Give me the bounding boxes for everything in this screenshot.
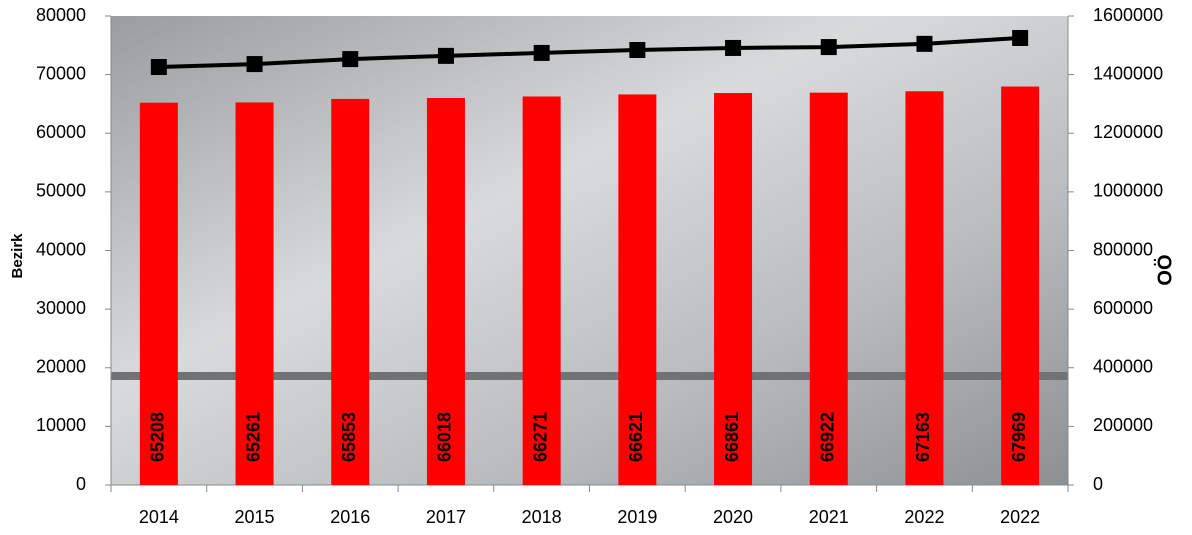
- x-tick-label: 2014: [139, 507, 179, 527]
- y-tick-label: 40000: [36, 239, 86, 259]
- bar: [905, 91, 944, 486]
- y-tick-label: 60000: [36, 122, 86, 142]
- bar-value-label: 65853: [339, 412, 359, 462]
- line-marker: [725, 39, 742, 56]
- y2-tick-label: 600000: [1093, 298, 1153, 318]
- bar-value-label: 66018: [435, 412, 455, 462]
- x-tick-label: 2021: [809, 507, 849, 527]
- y-tick-label: 50000: [36, 181, 86, 201]
- line-marker: [1012, 29, 1029, 46]
- line-marker: [629, 42, 646, 59]
- bar-value-label: 66621: [626, 412, 646, 462]
- bar-value-label: 66271: [530, 412, 550, 462]
- bar: [235, 102, 274, 486]
- y-axis-label: Bezirk: [9, 233, 26, 279]
- y2-tick-label: 400000: [1093, 357, 1153, 377]
- bar-value-label: 65208: [148, 412, 168, 462]
- y2-tick-label: 200000: [1093, 415, 1153, 435]
- y-tick-label: 30000: [36, 298, 86, 318]
- y2-tick-label: 0: [1093, 474, 1103, 494]
- y-tick-label: 0: [76, 474, 86, 494]
- x-tick-label: 2015: [235, 507, 275, 527]
- bar: [426, 97, 465, 485]
- y2-axis-label: OÖ: [1153, 254, 1176, 285]
- x-tick-label: 2017: [426, 507, 466, 527]
- bar-value-label: 66922: [818, 412, 838, 462]
- bar-value-label: 67969: [1009, 412, 1029, 462]
- y-tick-label: 10000: [36, 415, 86, 435]
- line-marker: [916, 35, 933, 52]
- bar: [331, 98, 370, 485]
- x-tick-label: 2019: [617, 507, 657, 527]
- line-marker: [533, 44, 550, 61]
- bar: [522, 96, 561, 485]
- bar: [1001, 86, 1040, 485]
- x-tick-label: 2020: [713, 507, 753, 527]
- x-tick-label: 2022: [1000, 507, 1040, 527]
- line-marker: [820, 39, 837, 56]
- bar-value-label: 67163: [913, 412, 933, 462]
- bar-value-label: 65261: [243, 412, 263, 462]
- line-marker: [150, 59, 167, 76]
- bar: [139, 102, 178, 485]
- y2-tick-label: 1200000: [1093, 122, 1163, 142]
- y2-tick-label: 800000: [1093, 239, 1153, 259]
- background-rail: [111, 372, 1068, 380]
- x-tick-label: 2016: [330, 507, 370, 527]
- y2-tick-label: 1000000: [1093, 181, 1163, 201]
- line-marker: [437, 47, 454, 64]
- x-tick-label: 2022: [904, 507, 944, 527]
- y-tick-label: 80000: [36, 5, 86, 25]
- line-marker: [246, 56, 263, 73]
- y-tick-label: 70000: [36, 63, 86, 83]
- y-tick-label: 20000: [36, 357, 86, 377]
- y2-tick-label: 1600000: [1093, 5, 1163, 25]
- bar: [714, 93, 753, 485]
- line: [158, 35, 1021, 70]
- x-tick-label: 2018: [522, 507, 562, 527]
- y2-tick-label: 1400000: [1093, 63, 1163, 83]
- bar-value-label: 66861: [722, 412, 742, 462]
- bar: [809, 92, 848, 486]
- line-marker: [342, 51, 359, 68]
- bar: [618, 94, 657, 485]
